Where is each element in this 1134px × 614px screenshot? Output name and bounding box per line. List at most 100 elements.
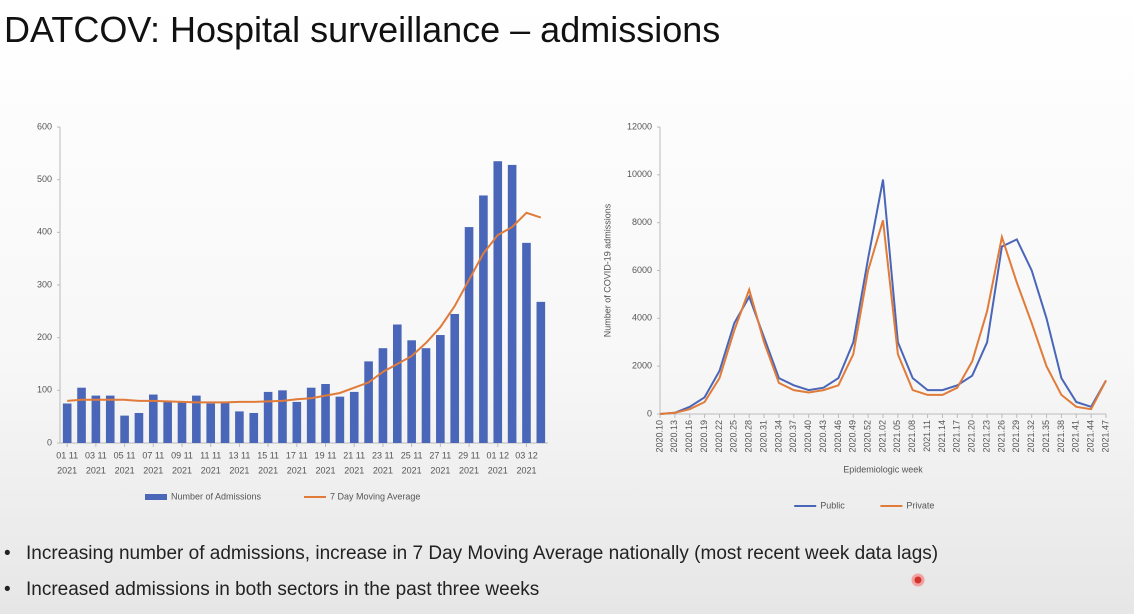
bar bbox=[421, 348, 431, 443]
x-tick-label: 2020.52 bbox=[863, 420, 873, 453]
x-tick-year: 2021 bbox=[86, 465, 106, 475]
bar bbox=[120, 415, 129, 443]
bar bbox=[507, 164, 517, 444]
x-tick-label: 21 11 bbox=[343, 450, 365, 460]
x-tick-label: 2021.41 bbox=[1071, 420, 1081, 453]
y-tick-label: 8000 bbox=[632, 217, 652, 227]
x-tick-label: 2020.19 bbox=[699, 420, 709, 453]
legend-label: Public bbox=[820, 500, 845, 510]
x-tick-label: 2021.08 bbox=[907, 420, 917, 453]
x-axis-label: Epidemiologic week bbox=[843, 464, 923, 474]
x-tick-label: 2021.11 bbox=[922, 420, 932, 452]
x-tick-label: 2021.26 bbox=[996, 420, 1006, 453]
x-tick-label: 2020.22 bbox=[714, 420, 724, 453]
x-tick-label: 2021.02 bbox=[877, 420, 887, 453]
bullet-dot: • bbox=[4, 543, 11, 564]
x-tick-label: 2020.16 bbox=[684, 420, 694, 453]
bar bbox=[206, 403, 216, 443]
x-tick-label: 01 12 bbox=[486, 450, 509, 460]
bar bbox=[278, 390, 287, 443]
x-tick-label: 2020.31 bbox=[758, 420, 768, 453]
line bbox=[67, 211, 542, 404]
x-tick-label: 2021.05 bbox=[892, 420, 902, 453]
line bbox=[659, 179, 1107, 415]
bar bbox=[220, 401, 230, 443]
bar bbox=[464, 227, 474, 443]
x-tick-label: 11 11 bbox=[200, 450, 221, 460]
bar bbox=[536, 301, 546, 443]
x-tick-label: 2021.38 bbox=[1056, 420, 1066, 453]
bar bbox=[105, 395, 115, 443]
x-tick-label: 2020.25 bbox=[729, 420, 739, 453]
x-tick-label: 2021.23 bbox=[981, 420, 991, 453]
bar bbox=[407, 340, 416, 443]
x-tick-label: 17 11 bbox=[286, 450, 308, 460]
x-tick-label: 2020.49 bbox=[848, 420, 858, 453]
x-tick-year: 2021 bbox=[115, 465, 135, 475]
x-tick-label: 2021.29 bbox=[1011, 420, 1021, 453]
bar bbox=[364, 361, 373, 443]
x-tick-label: 2021.47 bbox=[1100, 420, 1110, 453]
bar bbox=[349, 391, 359, 443]
bar bbox=[192, 395, 201, 443]
x-tick-label: 19 11 bbox=[315, 450, 337, 460]
bar bbox=[493, 161, 503, 443]
x-tick-year: 2021 bbox=[373, 465, 393, 475]
x-tick-year: 2021 bbox=[316, 465, 336, 475]
x-tick-year: 2021 bbox=[172, 465, 192, 475]
x-tick-label: 2020.40 bbox=[803, 420, 813, 453]
cursor bbox=[911, 573, 925, 587]
bullet: Increasing number of admissions, increas… bbox=[26, 543, 938, 564]
bar bbox=[378, 348, 388, 443]
x-tick-year: 2021 bbox=[516, 465, 536, 475]
y-tick-label: 300 bbox=[37, 279, 52, 289]
x-tick-year: 2021 bbox=[57, 465, 77, 475]
bar bbox=[91, 395, 101, 443]
y-tick-label: 200 bbox=[37, 332, 52, 342]
y-tick-label: 12000 bbox=[627, 121, 652, 131]
x-tick-year: 2021 bbox=[402, 465, 422, 475]
x-tick-year: 2021 bbox=[201, 465, 221, 475]
x-tick-year: 2021 bbox=[258, 465, 278, 475]
y-tick-label: 10000 bbox=[627, 169, 652, 179]
legend-swatch bbox=[145, 494, 167, 500]
x-tick-label: 29 11 bbox=[458, 450, 480, 460]
bar bbox=[163, 400, 172, 443]
bar bbox=[263, 391, 273, 443]
y-tick-label: 0 bbox=[647, 408, 652, 418]
y-tick-label: 4000 bbox=[632, 313, 652, 323]
y-tick-label: 500 bbox=[37, 174, 52, 184]
x-tick-label: 2020.46 bbox=[833, 420, 843, 453]
y-axis-label: Number of COVID-19 admissions bbox=[602, 203, 612, 337]
x-tick-label: 05 11 bbox=[114, 450, 136, 460]
bullet: Increased admissions in both sectors in … bbox=[26, 579, 539, 600]
x-tick-label: 2021.35 bbox=[1041, 420, 1051, 453]
bar bbox=[450, 313, 460, 443]
x-tick-label: 07 11 bbox=[142, 450, 164, 460]
bar bbox=[392, 324, 402, 443]
bullet-dot: • bbox=[4, 579, 11, 600]
x-tick-label: 25 11 bbox=[401, 450, 423, 460]
x-tick-label: 03 12 bbox=[515, 450, 538, 460]
bar bbox=[479, 195, 488, 443]
x-tick-label: 27 11 bbox=[429, 450, 451, 460]
y-tick-label: 2000 bbox=[632, 361, 652, 371]
x-tick-year: 2021 bbox=[143, 465, 163, 475]
bar bbox=[292, 401, 302, 443]
x-tick-label: 2021.17 bbox=[952, 420, 962, 453]
x-tick-label: 2021.32 bbox=[1026, 420, 1036, 453]
legend-label: Private bbox=[906, 500, 934, 510]
x-tick-label: 2020.43 bbox=[818, 420, 828, 453]
bar bbox=[335, 396, 345, 443]
x-tick-year: 2021 bbox=[287, 465, 307, 475]
bar bbox=[436, 335, 445, 443]
bar bbox=[62, 403, 72, 443]
x-tick-label: 2020.28 bbox=[744, 420, 754, 453]
y-tick-label: 6000 bbox=[632, 265, 652, 275]
bar bbox=[235, 411, 244, 443]
bar bbox=[306, 387, 316, 443]
x-tick-label: 15 11 bbox=[257, 450, 279, 460]
x-tick-year: 2021 bbox=[430, 465, 450, 475]
bar bbox=[522, 242, 531, 443]
